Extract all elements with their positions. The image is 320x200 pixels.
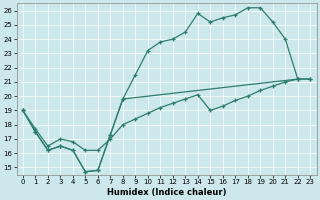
X-axis label: Humidex (Indice chaleur): Humidex (Indice chaleur) [107,188,226,197]
